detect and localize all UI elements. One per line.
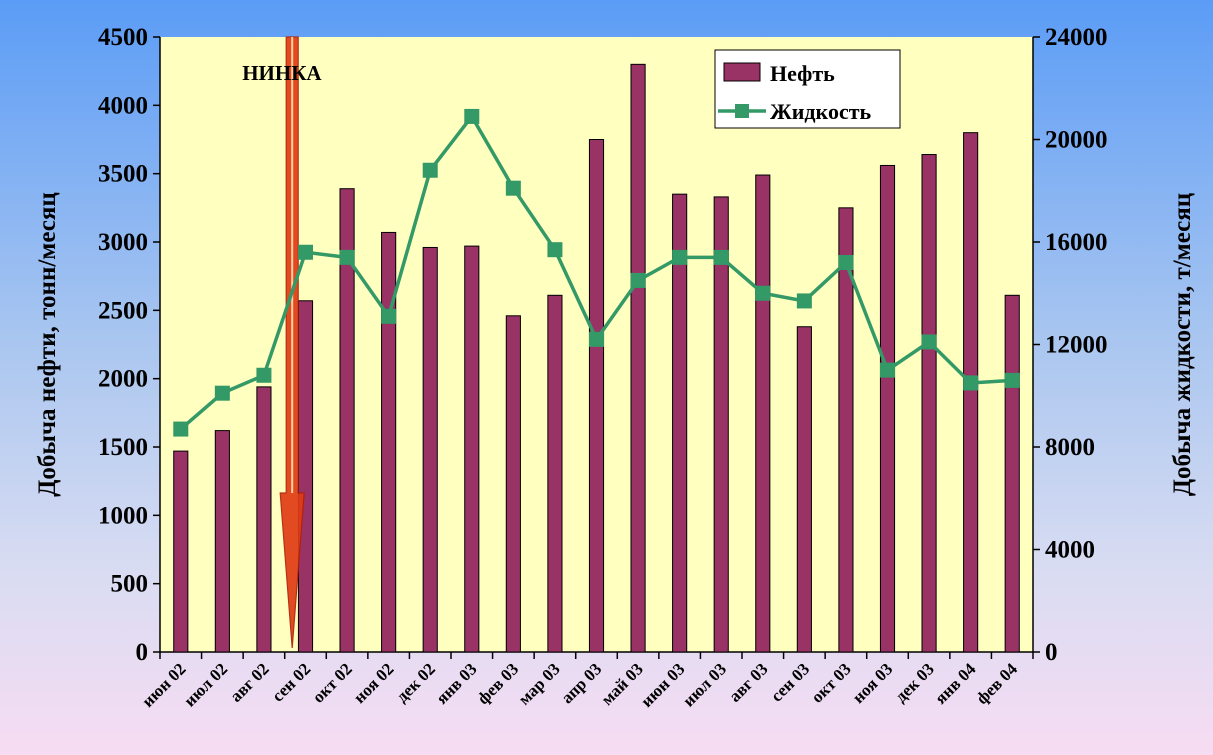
bar-oil[interactable] [256,386,272,653]
bar-oil[interactable] [422,246,438,653]
point-liquid[interactable] [921,334,937,350]
y-tick-label-left: 1500 [98,434,148,461]
x-tick-label: май 03 [597,659,647,709]
bar-oil[interactable] [630,63,646,653]
bar-oil[interactable] [381,231,397,653]
y-tick-label-right: 24000 [1045,24,1108,51]
bar-oil[interactable] [879,164,896,653]
y-tick-label-right: 4000 [1045,537,1095,564]
bar-oil[interactable] [297,300,314,653]
legend-label-oil: Нефть [770,61,835,86]
y-axis-title-left: Добыча нефти, тонн/месяц [34,192,61,497]
x-tick-label: июл 03 [679,659,730,710]
x-tick-label: окт 02 [309,659,356,706]
y-tick-label-left: 500 [111,571,149,598]
point-liquid[interactable] [1004,372,1020,388]
x-tick-label: ноя 02 [350,659,398,707]
bar-oil[interactable] [339,188,355,653]
y-tick-label-left: 3000 [98,229,148,256]
bar-oil[interactable] [755,174,771,653]
bar-oil[interactable] [547,294,563,653]
point-liquid[interactable] [464,108,480,124]
bar-oil[interactable] [1004,294,1020,653]
x-tick-label: июн 02 [138,659,190,711]
y-tick-label-right: 0 [1045,639,1058,666]
x-tick-label: дек 03 [891,659,938,706]
legend-label-liquid: Жидкость [770,99,872,124]
point-liquid[interactable] [880,362,895,378]
x-tick-label: авг 03 [725,659,771,705]
point-liquid[interactable] [589,331,604,347]
bar-oil[interactable] [713,196,729,653]
bar-oil[interactable] [505,315,521,653]
point-liquid[interactable] [713,249,729,265]
bar-oil[interactable] [588,139,605,653]
point-liquid[interactable] [547,242,563,258]
x-tick-label: дек 02 [392,659,439,706]
x-tick-label: апр 03 [557,659,605,707]
y-tick-label-left: 2500 [98,297,148,324]
annotation-label: НИНКА [242,61,322,85]
point-liquid[interactable] [422,162,438,178]
point-liquid[interactable] [630,272,646,288]
point-liquid[interactable] [672,249,688,265]
y-tick-label-left: 0 [136,639,149,666]
point-liquid[interactable] [755,285,771,301]
point-liquid[interactable] [838,255,854,270]
bar-oil[interactable] [672,193,688,653]
x-tick-label: июн 03 [637,659,689,711]
y-tick-label-left: 3500 [98,161,148,188]
point-liquid[interactable] [256,367,272,383]
y-tick-label-left: 1000 [98,502,148,529]
point-liquid[interactable] [298,244,313,260]
y-tick-label-right: 8000 [1045,434,1095,461]
x-tick-label: сен 03 [767,659,813,705]
x-tick-label: окт 03 [807,659,854,706]
y-tick-label-right: 16000 [1045,229,1108,256]
bar-oil[interactable] [796,326,812,653]
x-tick-label: авг 02 [226,659,272,705]
point-liquid[interactable] [339,249,355,265]
point-liquid[interactable] [214,385,230,401]
point-liquid[interactable] [381,308,397,324]
point-liquid[interactable] [963,375,979,391]
x-tick-label: фев 04 [972,659,1021,708]
y-tick-label-left: 2000 [98,366,148,393]
y-tick-label-right: 12000 [1045,332,1108,359]
bar-oil[interactable] [464,245,480,653]
point-liquid[interactable] [505,180,521,196]
point-liquid[interactable] [796,293,812,309]
bar-oil[interactable] [963,132,979,653]
x-tick-label: янв 04 [931,659,980,708]
x-tick-label: фев 03 [474,659,523,708]
x-tick-label: ноя 03 [849,659,897,707]
x-tick-label: сен 02 [268,659,314,705]
legend-marker-liquid [735,104,749,118]
legend-swatch-oil [723,62,761,82]
point-liquid[interactable] [173,421,189,437]
x-tick-label: янв 03 [432,659,480,707]
bar-oil[interactable] [921,154,937,653]
bar-oil[interactable] [173,450,189,653]
y-tick-label-right: 20000 [1045,127,1108,154]
y-tick-label-left: 4500 [98,24,148,51]
x-tick-label: июл 02 [180,659,231,710]
bar-oil[interactable] [838,207,854,653]
x-tick-label: мар 03 [514,659,563,708]
bar-oil[interactable] [214,430,230,653]
y-tick-label-left: 4000 [98,92,148,119]
y-axis-title-right: Добыча жидкости, т/месяц [1169,193,1196,496]
